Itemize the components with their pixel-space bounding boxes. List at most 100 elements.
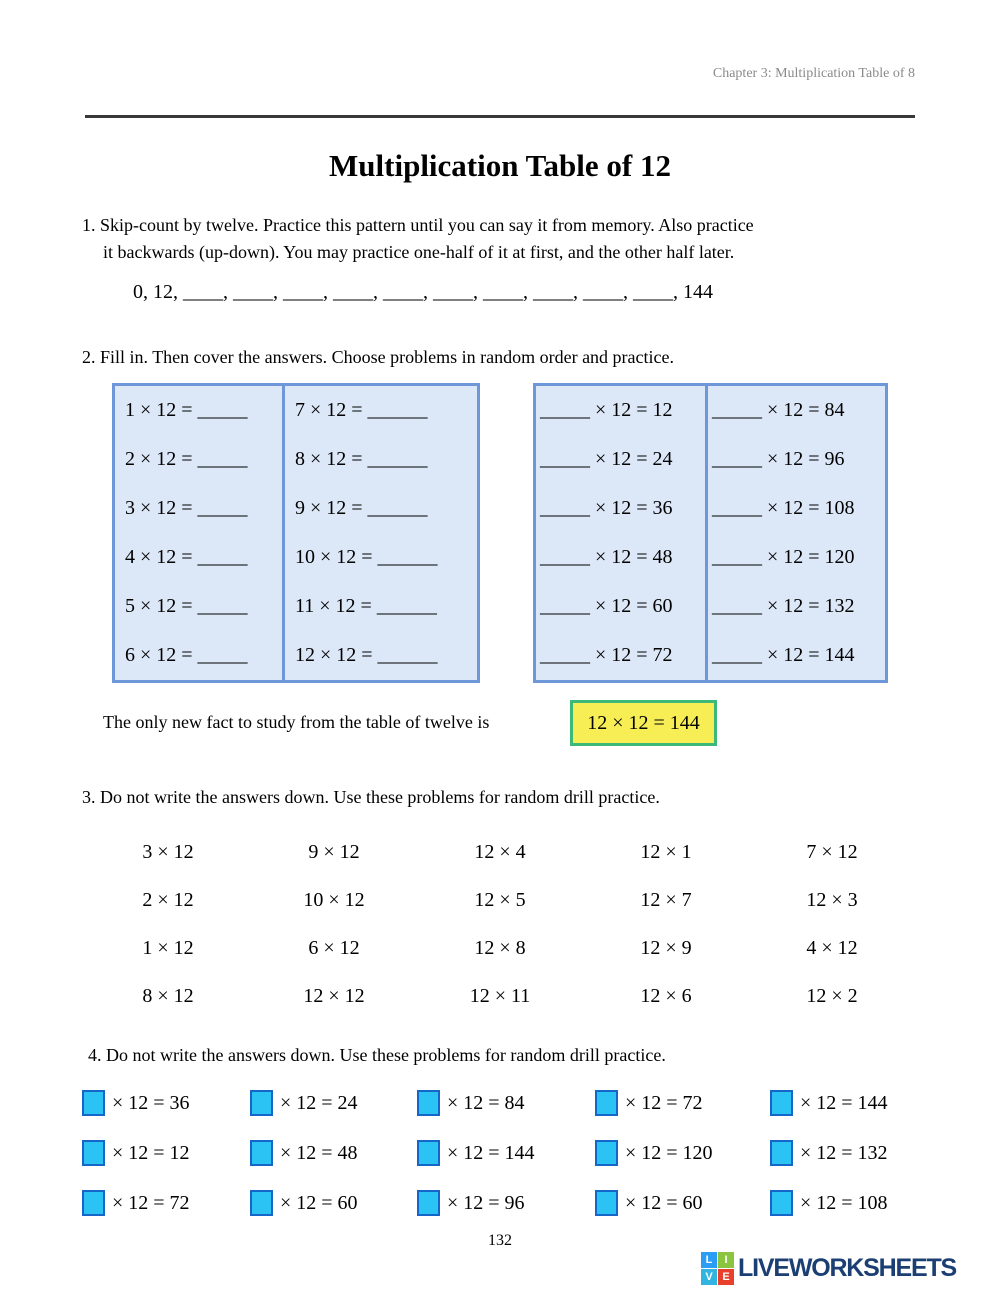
drill-problem: 7 × 12 <box>806 840 858 863</box>
drill-problem: 12 × 3 <box>806 888 858 911</box>
fact-cell: 5 × 12 = _____ <box>125 595 248 617</box>
drill-problem: 9 × 12 <box>308 840 360 863</box>
answer-input-box[interactable] <box>250 1140 273 1166</box>
answer-input-box[interactable] <box>770 1190 793 1216</box>
answer-problem: × 12 = 60 <box>595 1178 770 1228</box>
chapter-header: Chapter 3: Multiplication Table of 8 <box>712 66 915 81</box>
highlighted-fact-box: 12 × 12 = 144 <box>570 700 717 746</box>
answer-input-box[interactable] <box>417 1190 440 1216</box>
drill-problem: 1 × 12 <box>142 936 194 959</box>
fact-cell: _____ × 12 = 120 <box>712 546 855 568</box>
section1-instruction-line2: it backwards (up-down). You may practice… <box>103 242 735 262</box>
drill-problem: 12 × 5 <box>474 888 526 911</box>
answer-input-box[interactable] <box>770 1090 793 1116</box>
logo-square-v: V <box>701 1269 718 1285</box>
fact-cell: 8 × 12 = ______ <box>295 448 428 470</box>
answer-problem: × 12 = 60 <box>250 1178 417 1228</box>
answer-problem-label: × 12 = 60 <box>625 1191 703 1214</box>
drill-problem: 10 × 12 <box>303 888 365 911</box>
drill-problem: 12 × 6 <box>640 984 692 1007</box>
answer-problem-label: × 12 = 36 <box>112 1091 190 1114</box>
answer-problem-label: × 12 = 84 <box>447 1091 525 1114</box>
liveworksheets-logo-icon: L I V E <box>701 1252 735 1285</box>
liveworksheets-logo-text: LIVEWORKSHEETS <box>738 1254 957 1282</box>
fill-in-table-right: _____ × 12 = 12 _____ × 12 = 24 _____ × … <box>533 383 888 683</box>
answer-input-box[interactable] <box>82 1090 105 1116</box>
fact-cell: 4 × 12 = _____ <box>125 546 248 568</box>
answer-input-box[interactable] <box>250 1090 273 1116</box>
answer-problem-label: × 12 = 96 <box>447 1191 525 1214</box>
answer-input-box[interactable] <box>417 1090 440 1116</box>
drill-problem: 6 × 12 <box>308 936 360 959</box>
answer-problem: × 12 = 12 <box>82 1128 250 1178</box>
answer-problem: × 12 = 132 <box>770 1128 918 1178</box>
drill-problem: 4 × 12 <box>806 936 858 959</box>
drill-problem: 12 × 1 <box>640 840 692 863</box>
answer-problem: × 12 = 24 <box>250 1078 417 1128</box>
answer-problem-label: × 12 = 24 <box>280 1091 358 1114</box>
answer-input-box[interactable] <box>770 1140 793 1166</box>
answer-problem: × 12 = 96 <box>417 1178 595 1228</box>
new-fact-note: The only new fact to study from the tabl… <box>103 712 490 732</box>
answer-problem: × 12 = 120 <box>595 1128 770 1178</box>
answer-problem: × 12 = 84 <box>417 1078 595 1128</box>
answer-problem-label: × 12 = 60 <box>280 1191 358 1214</box>
answer-problem-label: × 12 = 12 <box>112 1141 190 1164</box>
drill-problem: 12 × 12 <box>303 984 365 1007</box>
skip-count-sequence: 0, 12, ____, ____, ____, ____, ____, ___… <box>133 281 713 303</box>
answer-input-box[interactable] <box>82 1140 105 1166</box>
fact-cell: 1 × 12 = _____ <box>125 399 248 421</box>
section2-instruction: 2. Fill in. Then cover the answers. Choo… <box>82 347 675 367</box>
fact-cell: _____ × 12 = 36 <box>540 497 673 519</box>
answer-problem-label: × 12 = 48 <box>280 1141 358 1164</box>
fact-cell: _____ × 12 = 48 <box>540 546 673 568</box>
drill-problem: 2 × 12 <box>142 888 194 911</box>
fill-in-table-left-col1: 1 × 12 = _____ 2 × 12 = _____ 3 × 12 = _… <box>115 386 285 680</box>
answer-problem-label: × 12 = 132 <box>800 1141 888 1164</box>
fact-cell: _____ × 12 = 60 <box>540 595 673 617</box>
answer-problem: × 12 = 144 <box>770 1078 918 1128</box>
answer-input-box[interactable] <box>595 1090 618 1116</box>
page-number: 132 <box>488 1232 512 1249</box>
answer-input-box[interactable] <box>417 1140 440 1166</box>
logo-square-e: E <box>718 1269 735 1285</box>
drill-problem: 12 × 8 <box>474 936 526 959</box>
fact-cell: _____ × 12 = 108 <box>712 497 855 519</box>
fill-in-table-left-col2: 7 × 12 = ______ 8 × 12 = ______ 9 × 12 =… <box>285 386 477 680</box>
logo-square-l: L <box>701 1252 718 1268</box>
answer-problem: × 12 = 108 <box>770 1178 918 1228</box>
fact-cell: _____ × 12 = 132 <box>712 595 855 617</box>
fact-cell: 9 × 12 = ______ <box>295 497 428 519</box>
answer-problem: × 12 = 72 <box>595 1078 770 1128</box>
fact-cell: _____ × 12 = 72 <box>540 644 673 666</box>
drill-problem: 12 × 4 <box>474 840 526 863</box>
drill-problem: 12 × 9 <box>640 936 692 959</box>
fact-cell: _____ × 12 = 12 <box>540 399 673 421</box>
fact-cell: _____ × 12 = 84 <box>712 399 845 421</box>
fact-cell: 6 × 12 = _____ <box>125 644 248 666</box>
fact-cell: 3 × 12 = _____ <box>125 497 248 519</box>
answer-problem: × 12 = 144 <box>417 1128 595 1178</box>
answer-problem-label: × 12 = 120 <box>625 1141 713 1164</box>
fill-in-table-right-col2: _____ × 12 = 84 _____ × 12 = 96 _____ × … <box>708 386 885 680</box>
answer-input-box[interactable] <box>250 1190 273 1216</box>
answer-problem: × 12 = 72 <box>82 1178 250 1228</box>
section3-instruction: 3. Do not write the answers down. Use th… <box>82 787 660 807</box>
logo-square-i: I <box>718 1252 735 1268</box>
answer-problem-label: × 12 = 144 <box>447 1141 535 1164</box>
answer-input-box[interactable] <box>82 1190 105 1216</box>
drill-grid: 3 × 12 9 × 12 12 × 4 12 × 1 7 × 12 2 × 1… <box>85 828 915 1020</box>
fact-cell: 12 × 12 = ______ <box>295 644 438 666</box>
drill-problem: 12 × 7 <box>640 888 692 911</box>
drill-problem: 3 × 12 <box>142 840 194 863</box>
liveworksheets-logo[interactable]: L I V E LIVEWORKSHEETS <box>701 1252 957 1285</box>
fact-cell: _____ × 12 = 144 <box>712 644 855 666</box>
section4-instruction: 4. Do not write the answers down. Use th… <box>88 1045 666 1065</box>
drill-problem: 12 × 2 <box>806 984 858 1007</box>
answer-input-box[interactable] <box>595 1190 618 1216</box>
fact-cell: 2 × 12 = _____ <box>125 448 248 470</box>
answer-problem-label: × 12 = 144 <box>800 1091 888 1114</box>
page-title: Multiplication Table of 12 <box>329 148 671 183</box>
answer-input-box[interactable] <box>595 1140 618 1166</box>
